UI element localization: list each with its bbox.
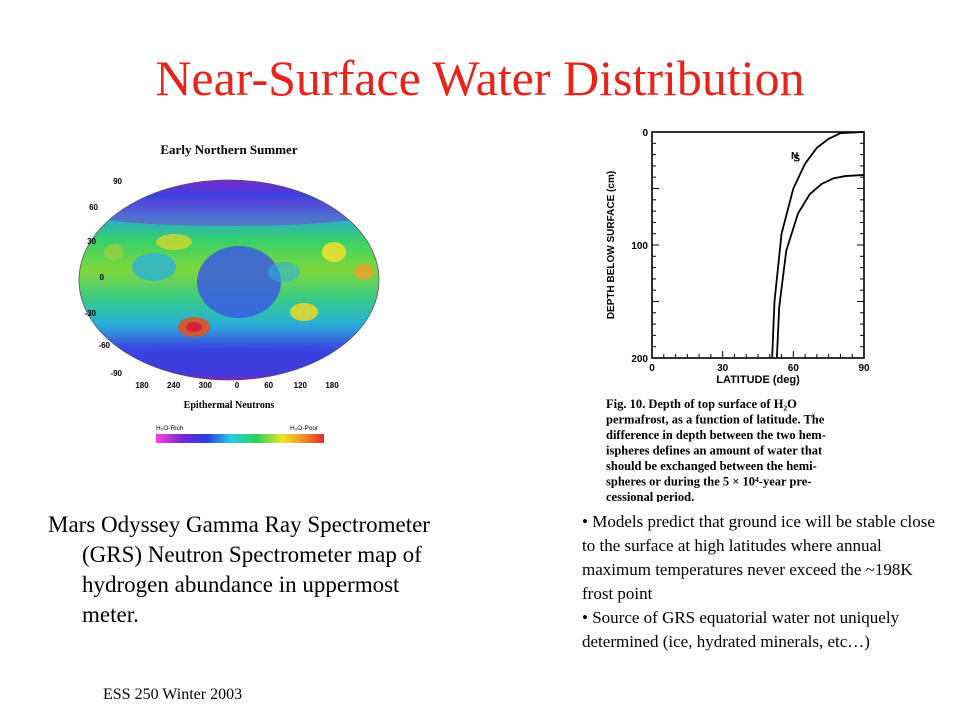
- lat-tick-label: -60: [98, 341, 110, 350]
- y-tick-label: 100: [631, 241, 648, 252]
- figure-caption-line: Fig. 10. Depth of top surface of H₂O: [606, 397, 797, 411]
- plot-frame: [651, 131, 865, 359]
- lon-tick-label: 300: [199, 381, 213, 390]
- legend-left-label: H₂O-Rich: [156, 425, 184, 432]
- series-line-S: [775, 174, 865, 359]
- permafrost-figure-panel: 0 100 200 0 30 60 90 LATITUDE (deg) DEPTH BELOW …: [592, 122, 902, 502]
- y-tick-label: 200: [631, 354, 648, 365]
- figure-caption-line: should be exchanged between the hemi-: [606, 459, 817, 473]
- lon-tick-label: 180: [135, 381, 149, 390]
- lat-tick-label: 0: [100, 273, 105, 282]
- lat-tick-label: 60: [89, 203, 98, 212]
- x-tick-label: 60: [788, 363, 800, 374]
- curve-label: N: [791, 151, 798, 162]
- map-caption-line: Mars Odyssey Gamma Ray Spectrometer: [48, 512, 430, 537]
- x-tick-label: 30: [717, 363, 729, 374]
- lon-tick-label: 240: [167, 381, 181, 390]
- x-axis-label: LATITUDE (deg): [716, 374, 800, 386]
- figure-caption-line: spheres or during the 5 × 10⁴-year pre-: [606, 475, 811, 489]
- figure-caption-line: difference in depth between the two hem-: [606, 428, 826, 442]
- lat-tick-label: -90: [110, 369, 122, 378]
- bullet-item: • Models predict that ground ice will be…: [582, 512, 935, 603]
- legend-right-label: H₂O-Poor: [290, 425, 319, 432]
- bullet-list: • Models predict that ground ice will be…: [582, 510, 942, 654]
- series-line-N: [771, 131, 865, 359]
- bullet-item: • Source of GRS equatorial water not uni…: [582, 608, 900, 651]
- figure-caption-line: ispheres defines an amount of water that: [606, 444, 823, 458]
- map-subtitle: Epithermal Neutrons: [184, 400, 275, 411]
- y-axis-label: DEPTH BELOW SURFACE (cm): [606, 171, 617, 319]
- map-caption-line: (GRS) Neutron Spectrometer map of: [82, 542, 422, 567]
- map-caption: Mars Odyssey Gamma Ray Spectrometer (GRS…: [48, 510, 518, 630]
- curve-label: S: [793, 153, 800, 164]
- map-caption-line: meter.: [82, 602, 139, 627]
- lat-tick-label: 30: [87, 237, 96, 246]
- lon-tick-label: 120: [294, 381, 308, 390]
- figure-caption-line: permafrost, as a function of latitude. T…: [606, 413, 825, 427]
- slide-title: Near-Surface Water Distribution: [155, 50, 805, 106]
- map-caption-line: hydrogen abundance in uppermost: [82, 572, 400, 597]
- lon-tick-label: 0: [235, 381, 240, 390]
- x-tick-label: 0: [649, 363, 655, 374]
- lon-tick-label: 60: [264, 381, 273, 390]
- lat-tick-label: 90: [113, 177, 122, 186]
- y-tick-label: 0: [642, 128, 648, 139]
- map-header: Early Northern Summer: [160, 142, 298, 157]
- hydrogen-map-panel: Early Northern Summer: [34, 132, 424, 462]
- lat-tick-label: -30: [84, 309, 96, 318]
- figure-caption-line: cessional period.: [606, 490, 694, 502]
- lon-tick-label: 180: [325, 381, 339, 390]
- slide-footer: ESS 250 Winter 2003: [103, 686, 243, 703]
- color-legend: [156, 434, 324, 443]
- x-tick-label: 90: [858, 363, 870, 374]
